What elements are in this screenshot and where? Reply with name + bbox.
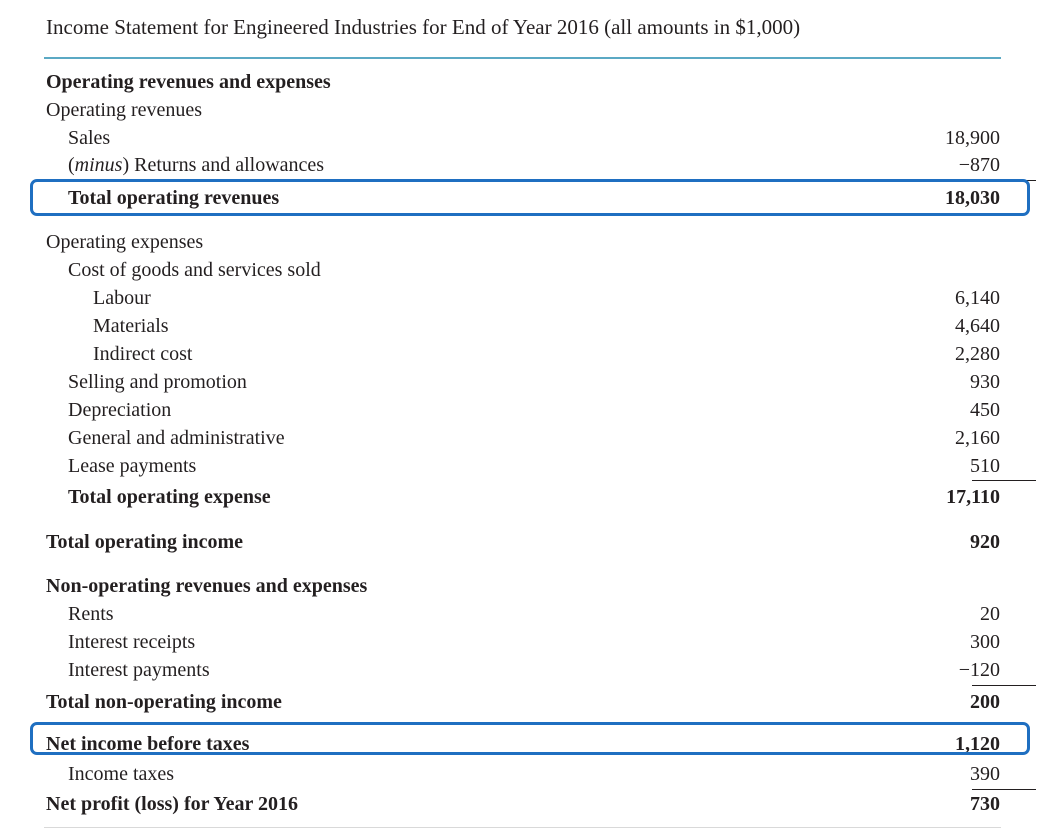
row-label: (minus) Returns and allowances <box>68 154 325 176</box>
row-materials: Materials 4,640 <box>44 313 1004 339</box>
subsection-heading-revenues: Operating revenues <box>44 97 1004 123</box>
row-label: Materials <box>93 315 169 337</box>
row-depreciation: Depreciation 450 <box>44 397 1004 423</box>
row-label: Total operating income <box>46 531 244 553</box>
row-total-operating-revenues: Total operating revenues 18,030 <box>44 185 1004 211</box>
row-total-non-operating-income: Total non-operating income 200 <box>44 689 1004 715</box>
row-value: 17,110 <box>946 486 1000 508</box>
subsection-heading-expenses: Operating expenses <box>44 229 1004 255</box>
row-value: 730 <box>970 793 1000 815</box>
row-value: 4,640 <box>955 315 1000 337</box>
row-label: Operating revenues <box>46 99 203 121</box>
row-value: 2,280 <box>955 343 1000 365</box>
row-value: 1,120 <box>955 733 1000 755</box>
row-label: Operating revenues and expenses <box>46 71 331 93</box>
row-label: Total operating expense <box>68 486 271 508</box>
row-value: 930 <box>970 371 1000 393</box>
row-lease-payments: Lease payments 510 <box>44 453 1004 479</box>
row-rents: Rents 20 <box>44 601 1004 627</box>
row-value: 300 <box>970 631 1000 653</box>
statement-title: Income Statement for Engineered Industri… <box>46 15 801 39</box>
row-label: Indirect cost <box>93 343 193 365</box>
row-label: Depreciation <box>68 399 172 421</box>
row-label: Total operating revenues <box>68 187 280 209</box>
row-label: Lease payments <box>68 455 197 477</box>
row-value: −870 <box>958 154 1000 176</box>
highlight-box-net-income <box>30 722 1030 755</box>
row-label: Net profit (loss) for Year 2016 <box>46 793 298 815</box>
row-general-admin: General and administrative 2,160 <box>44 425 1004 451</box>
row-net-profit: Net profit (loss) for Year 2016 730 <box>44 791 1004 817</box>
row-label: Non-operating revenues and expenses <box>46 575 368 597</box>
row-value: 2,160 <box>955 427 1000 449</box>
row-income-taxes: Income taxes 390 <box>44 761 1004 787</box>
row-label: Cost of goods and services sold <box>68 259 321 281</box>
row-label: Income taxes <box>68 763 175 785</box>
row-total-operating-expense: Total operating expense 17,110 <box>44 484 1004 510</box>
row-label: Rents <box>68 603 114 625</box>
row-sales: Sales 18,900 <box>44 125 1004 151</box>
row-label-text: Returns and allowances <box>134 154 325 176</box>
section-heading-non-operating: Non-operating revenues and expenses <box>44 573 1004 599</box>
row-value: 390 <box>970 763 1000 785</box>
row-labour: Labour 6,140 <box>44 285 1004 311</box>
subtotal-underline <box>972 789 1036 790</box>
row-label: Total non-operating income <box>46 691 282 713</box>
subtotal-underline <box>972 480 1036 481</box>
row-value: 200 <box>970 691 1000 713</box>
row-total-operating-income: Total operating income 920 <box>44 529 1004 555</box>
row-value: 6,140 <box>955 287 1000 309</box>
row-label: Net income before taxes <box>46 733 250 755</box>
minus-emphasis: minus <box>74 154 123 176</box>
row-value: 510 <box>970 455 1000 477</box>
row-returns: (minus) Returns and allowances −870 <box>44 152 1004 178</box>
row-label: Operating expenses <box>46 231 204 253</box>
section-heading-operating: Operating revenues and expenses <box>44 69 1004 95</box>
row-value: 18,900 <box>945 127 1000 149</box>
row-indirect-cost: Indirect cost 2,280 <box>44 341 1004 367</box>
row-value: 20 <box>980 603 1000 625</box>
highlight-box-total-revenues <box>30 179 1030 216</box>
row-label: Interest payments <box>68 659 210 681</box>
row-cogs-heading: Cost of goods and services sold <box>44 257 1004 283</box>
row-selling-promotion: Selling and promotion 930 <box>44 369 1004 395</box>
row-label: Selling and promotion <box>68 371 247 393</box>
row-label: Interest receipts <box>68 631 196 653</box>
row-value: 920 <box>970 531 1000 553</box>
row-value: −120 <box>958 659 1000 681</box>
row-label: Sales <box>68 127 111 149</box>
row-value: 18,030 <box>945 187 1000 209</box>
row-net-income-before-taxes: Net income before taxes 1,120 <box>44 731 1004 757</box>
bottom-rule <box>44 827 1001 828</box>
title-rule <box>44 57 1001 59</box>
row-label: Labour <box>93 287 151 309</box>
row-label: General and administrative <box>68 427 285 449</box>
row-interest-receipts: Interest receipts 300 <box>44 629 1004 655</box>
row-interest-payments: Interest payments −120 <box>44 657 1004 683</box>
subtotal-underline <box>972 685 1036 686</box>
row-value: 450 <box>970 399 1000 421</box>
